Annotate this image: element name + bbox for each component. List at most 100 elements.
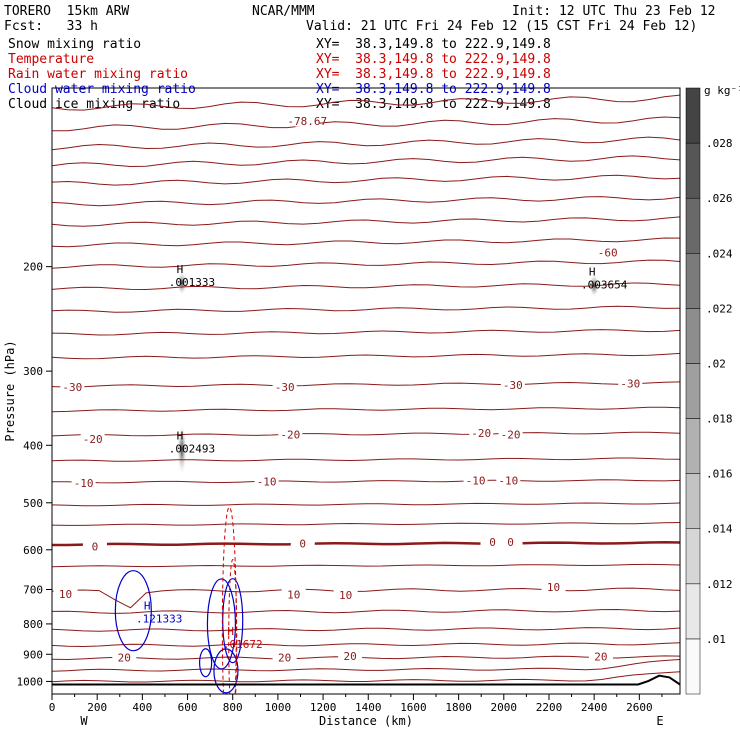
isotherm — [52, 522, 680, 526]
temperature-contours — [52, 94, 680, 683]
extremum-value: .003654 — [581, 279, 628, 292]
label-bg — [500, 379, 525, 392]
isotherm — [52, 329, 680, 336]
x-tick-label: 2000 — [491, 701, 518, 714]
colorbar-bin — [685, 418, 701, 474]
isotherm-label: -20 — [280, 428, 300, 441]
isotherm-label: -10 — [466, 474, 486, 487]
isotherm — [52, 196, 680, 207]
label-bg — [254, 475, 279, 488]
isotherm-label: -20 — [471, 427, 491, 440]
colorbar-tick-label: .012 — [706, 578, 733, 591]
x-axis-title: Distance (km) — [319, 714, 413, 728]
colorbar-unit: g kg⁻¹ — [704, 84, 740, 97]
model-title: TORERO 15km ARW — [4, 4, 130, 19]
cloud-water-contour — [114, 570, 152, 652]
label-bg — [588, 650, 613, 663]
isotherm-label: 10 — [547, 581, 560, 594]
isotherm-label: 0 — [489, 536, 496, 549]
label-bg — [71, 477, 96, 490]
isotherm-label: -30 — [62, 381, 82, 394]
y-tick-label: 600 — [23, 544, 43, 557]
isotherm — [52, 136, 680, 151]
y-tick-label: 300 — [23, 365, 43, 378]
y-axis: 200 300 400 500 600 700 800 900 1000 — [17, 261, 52, 688]
label-bg — [290, 537, 315, 550]
isotherm — [52, 457, 680, 462]
label-bg — [463, 474, 488, 487]
colorbar-bin — [685, 528, 701, 585]
xy-line-2: XY= 38.3,149.8 to 222.9,149.8 — [316, 52, 551, 67]
isotherm — [52, 305, 680, 313]
x-tick-label: 1400 — [355, 701, 382, 714]
isotherm — [52, 627, 680, 632]
label-bg — [469, 427, 494, 440]
west-label: W — [80, 714, 88, 728]
isotherm — [52, 502, 680, 507]
x-tick-label: 200 — [87, 701, 107, 714]
plot-frame — [51, 87, 681, 695]
isotherm — [52, 282, 680, 291]
y-tick-label: 800 — [23, 618, 43, 631]
extremum-mark: H — [144, 600, 151, 613]
isotherm-label: -30 — [503, 379, 523, 392]
isotherm-label: -10 — [257, 475, 277, 488]
snow-shade — [176, 423, 187, 476]
x-tick-label: 2600 — [626, 701, 653, 714]
y-tick-label: 700 — [23, 584, 43, 597]
y-tick-label: 400 — [23, 439, 43, 452]
colorbar-tick-label: .028 — [706, 137, 733, 150]
x-tick-label: 1600 — [400, 701, 427, 714]
colorbar-tick-label: .01 — [706, 633, 726, 646]
field-cloud-water: Cloud water mixing ratio — [8, 82, 196, 97]
isotherm-label: 10 — [59, 588, 72, 601]
colorbar-tick-label: .022 — [706, 302, 733, 315]
colorbar-bin — [685, 583, 701, 640]
colorbar-tick-label: .018 — [706, 413, 733, 426]
extremum-mark: H — [177, 429, 184, 442]
east-label: E — [656, 714, 663, 728]
label-bg — [595, 246, 620, 259]
label-bg — [498, 428, 523, 441]
field-temperature: Temperature — [8, 52, 95, 67]
isotherm — [52, 655, 680, 661]
isotherm — [52, 587, 680, 609]
snow-shading — [176, 271, 600, 476]
xy-line-1: XY= 38.3,149.8 to 222.9,149.8 — [316, 37, 551, 52]
isotherm — [52, 259, 680, 269]
colorbar-tick-label: .024 — [706, 247, 733, 260]
cloud-water-contour — [206, 578, 237, 670]
isotherm-label: -20 — [83, 433, 103, 446]
isotherm-label: -78.67 — [287, 115, 327, 128]
isotherm-label: -60 — [598, 246, 618, 259]
label-bg — [498, 535, 523, 548]
x-tick-label: 2200 — [536, 701, 563, 714]
colorbar-tick-label: .014 — [706, 523, 733, 536]
isotherm-label: -20 — [501, 428, 521, 441]
colorbar-bin — [685, 142, 701, 199]
colorbar-tick-label: .02 — [706, 357, 726, 370]
extremum-value: .121333 — [136, 613, 182, 626]
extremum-value: .001333 — [169, 276, 215, 289]
isotherm-label: -10 — [498, 474, 518, 487]
y-axis-title: Pressure (hPa) — [3, 340, 17, 441]
xy-line-4: XY= 38.3,149.8 to 222.9,149.8 — [316, 82, 551, 97]
y-tick-label: 500 — [23, 497, 43, 510]
center-title: NCAR/MMM — [252, 4, 315, 19]
label-bg — [541, 581, 566, 594]
colorbar-bin — [685, 197, 701, 254]
label-bg — [618, 377, 643, 390]
label-bg — [281, 588, 306, 601]
y-tick-label: 200 — [23, 261, 43, 274]
colorbar-bin — [685, 253, 701, 309]
isotherm-label: 10 — [287, 588, 300, 601]
x-tick-label: 600 — [178, 701, 198, 714]
contour-labels: -78.67-60-30 -30 -30 -30-20 -20 -20 -20-10 -10-… — [53, 114, 643, 665]
extremum-value: .002493 — [169, 442, 215, 455]
rain-contours — [221, 506, 238, 694]
isotherm — [52, 94, 680, 111]
label-bg — [496, 474, 521, 487]
x-tick-label: 1800 — [445, 701, 472, 714]
xy-line-5: XY= 38.3,149.8 to 222.9,149.8 — [316, 97, 551, 112]
